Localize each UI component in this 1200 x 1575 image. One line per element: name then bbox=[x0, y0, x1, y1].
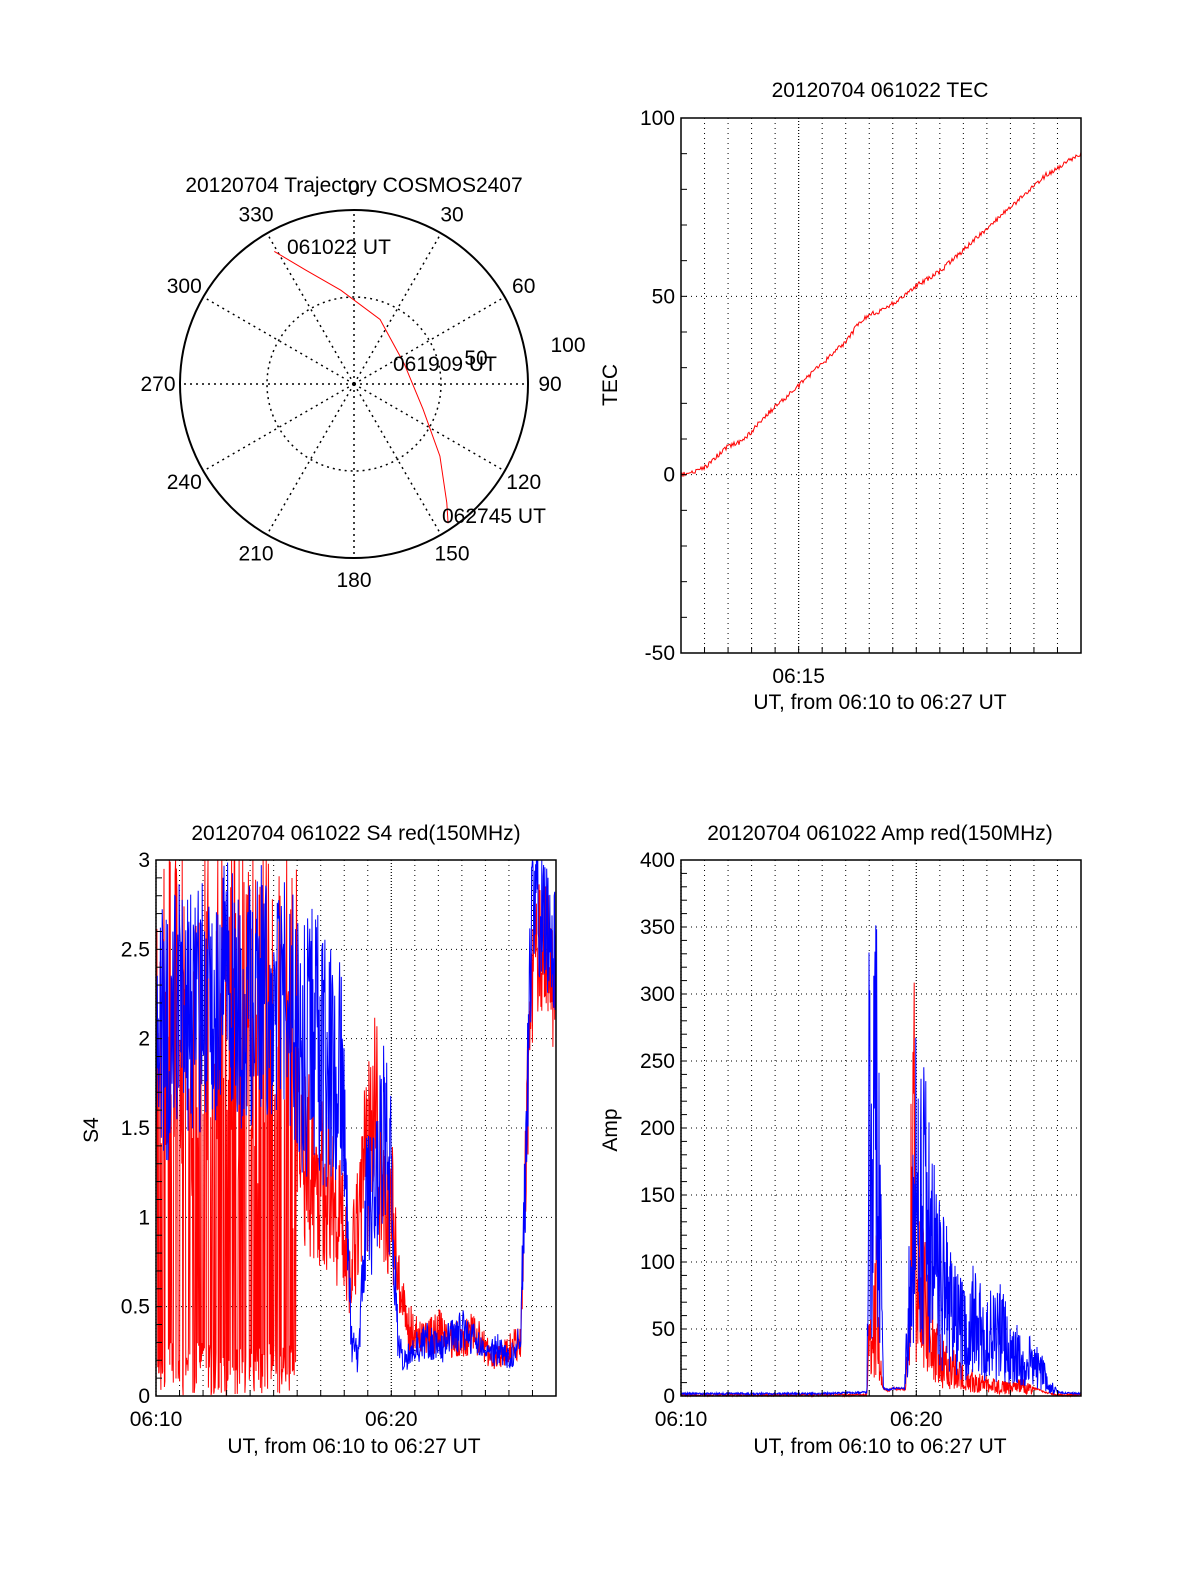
s4-xlabel: UT, from 06:10 to 06:27 UT bbox=[227, 1435, 480, 1458]
polar-az-label-330: 330 bbox=[238, 203, 273, 226]
polar-spoke-60 bbox=[353, 296, 506, 385]
polar-az-label-210: 210 bbox=[238, 543, 273, 566]
amp-ytick-label: 150 bbox=[640, 1184, 675, 1207]
s4-tick-labels: 0 0.5 1 1.5 2 2.5 3 06:10 06:20 bbox=[121, 849, 557, 1431]
polar-spoke-150 bbox=[353, 383, 442, 536]
amp-ytick-label: 400 bbox=[640, 849, 675, 872]
s4-ytick-label: 2 bbox=[138, 1028, 150, 1051]
tec-plot-frame bbox=[680, 117, 1082, 654]
polar-az-label-120: 120 bbox=[506, 471, 541, 494]
amp-xtick-label: 06:20 bbox=[890, 1408, 943, 1431]
tec-chart-panel: 20120704 061022 TEC -50 0 50 100 06:15 UT, f… bbox=[599, 79, 1082, 714]
polar-spoke-300 bbox=[202, 296, 355, 385]
s4-chart-panel: 20120704 061022 S4 red(150MHz) 0 0.5 1 1.5 2… bbox=[80, 822, 557, 1458]
amp-chart-panel: 20120704 061022 Amp red(150MHz) 0 50 100 15… bbox=[599, 822, 1082, 1458]
s4-ytick-label: 0 bbox=[138, 1385, 150, 1408]
trajectory-start-label: 061022 UT bbox=[287, 236, 391, 259]
polar-az-label-240: 240 bbox=[167, 471, 202, 494]
tec-gridlines bbox=[680, 117, 1082, 654]
polar-az-label-180: 180 bbox=[336, 569, 371, 592]
amp-series-blue-line bbox=[680, 925, 1082, 1397]
tec-ytick-label: 50 bbox=[652, 285, 675, 308]
s4-title: 20120704 061022 S4 red(150MHz) bbox=[191, 822, 520, 845]
tec-ylabel: TEC bbox=[599, 364, 622, 406]
polar-az-label-30: 30 bbox=[440, 203, 463, 226]
tec-xlabel: UT, from 06:10 to 06:27 UT bbox=[753, 691, 1006, 714]
polar-spoke-120 bbox=[353, 383, 506, 472]
amp-tick-labels: 0 50 100 150 200 250 300 350 400 06:10 06:20 bbox=[640, 849, 1082, 1431]
amp-ytick-label: 100 bbox=[640, 1251, 675, 1274]
tec-title: 20120704 061022 TEC bbox=[772, 79, 989, 102]
tec-xtick-label: 06:15 bbox=[772, 665, 825, 688]
s4-series-blue-line bbox=[155, 859, 557, 1373]
s4-ytick-label: 1 bbox=[138, 1206, 150, 1229]
polar-inner-ring bbox=[266, 296, 442, 472]
polar-az-label-0: 0 bbox=[348, 177, 360, 200]
tec-series-red-line bbox=[680, 151, 1082, 478]
amp-ytick-label: 0 bbox=[663, 1385, 675, 1408]
amp-title: 20120704 061022 Amp red(150MHz) bbox=[707, 822, 1053, 845]
polar-radial-label-100: 100 bbox=[550, 334, 585, 357]
s4-ylabel: S4 bbox=[80, 1117, 103, 1143]
polar-spoke-210 bbox=[266, 383, 355, 536]
tec-tick-labels: -50 0 50 100 06:15 bbox=[640, 107, 1082, 688]
trajectory-polar-panel: 20120704 Trajectory COSMOS2407 0 30 60 90 12… bbox=[140, 174, 585, 592]
trajectory-track-line bbox=[274, 250, 449, 524]
s4-ytick-label: 0.5 bbox=[121, 1296, 150, 1319]
amp-xlabel: UT, from 06:10 to 06:27 UT bbox=[753, 1435, 1006, 1458]
amp-ylabel: Amp bbox=[599, 1108, 622, 1151]
s4-xtick-label: 06:10 bbox=[130, 1408, 183, 1431]
trajectory-end-label: 062745 UT bbox=[442, 505, 546, 528]
polar-title: 20120704 Trajectory COSMOS2407 bbox=[185, 174, 522, 197]
s4-ytick-label: 1.5 bbox=[121, 1117, 150, 1140]
tec-ytick-label: -50 bbox=[645, 642, 675, 665]
polar-az-label-150: 150 bbox=[434, 543, 469, 566]
amp-series-red-line bbox=[680, 982, 1082, 1398]
polar-az-label-300: 300 bbox=[167, 275, 202, 298]
amp-ytick-label: 300 bbox=[640, 983, 675, 1006]
amp-series-group bbox=[680, 925, 1082, 1398]
polar-radial-label-50: 50 bbox=[464, 347, 487, 370]
amp-gridlines bbox=[680, 859, 1082, 1397]
polar-spoke-240 bbox=[202, 383, 355, 472]
polar-az-label-270: 270 bbox=[140, 373, 175, 396]
polar-spoke-30 bbox=[353, 232, 442, 385]
s4-ytick-label: 2.5 bbox=[121, 938, 150, 961]
polar-az-label-90: 90 bbox=[538, 373, 561, 396]
polar-spoke-330 bbox=[266, 232, 355, 385]
trajectory-mid-label: 061909 UT bbox=[393, 353, 497, 376]
amp-ytick-label: 350 bbox=[640, 916, 675, 939]
amp-ytick-label: 50 bbox=[652, 1318, 675, 1341]
polar-azimuth-labels: 0 30 60 90 120 150 180 210 240 270 300 330 bbox=[140, 177, 561, 592]
tec-ytick-label: 100 bbox=[640, 107, 675, 130]
s4-series-group bbox=[155, 859, 557, 1396]
polar-spokes bbox=[180, 210, 528, 558]
polar-outer-ring bbox=[179, 209, 529, 559]
tec-ytick-label: 0 bbox=[663, 464, 675, 487]
amp-ytick-label: 200 bbox=[640, 1117, 675, 1140]
amp-ytick-label: 250 bbox=[640, 1050, 675, 1073]
amp-xtick-label: 06:10 bbox=[655, 1408, 708, 1431]
polar-az-label-60: 60 bbox=[512, 275, 535, 298]
s4-xtick-label: 06:20 bbox=[365, 1408, 418, 1431]
tec-series-group bbox=[680, 151, 1082, 478]
s4-ytick-label: 3 bbox=[138, 849, 150, 872]
